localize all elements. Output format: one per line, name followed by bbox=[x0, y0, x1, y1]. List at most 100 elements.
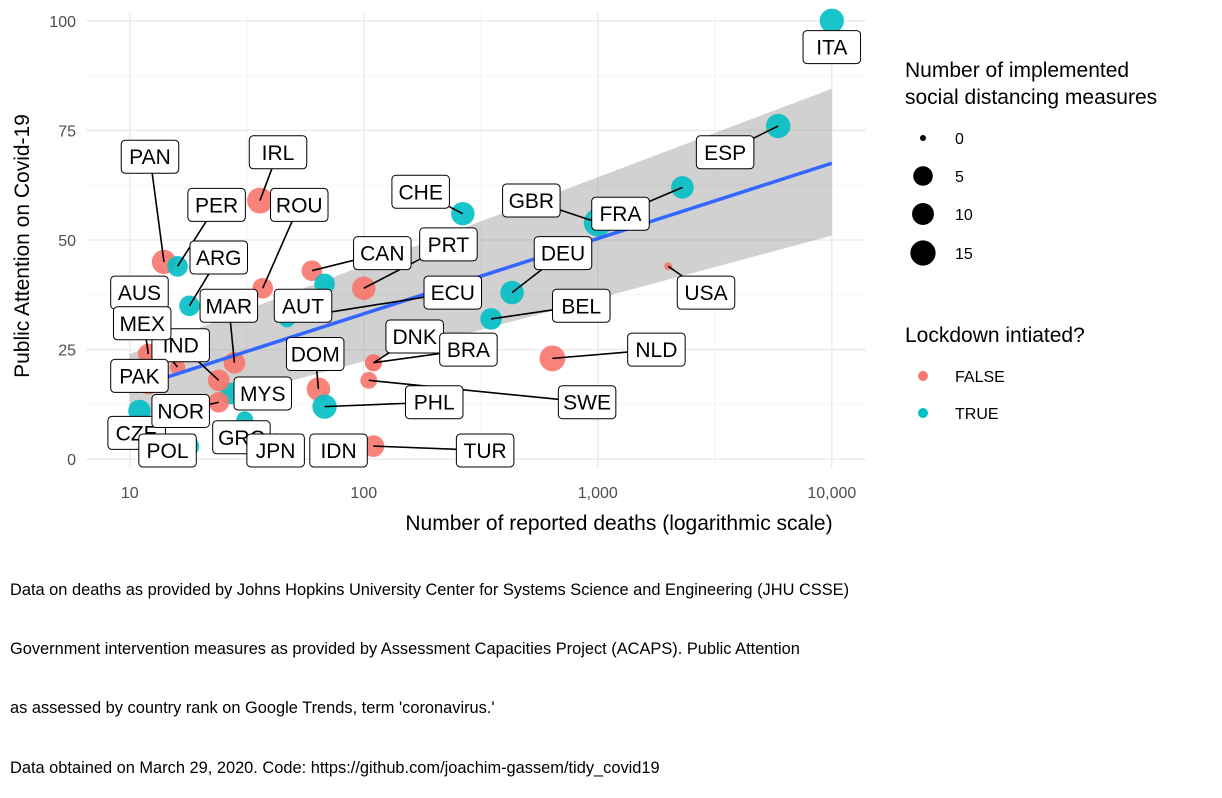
label-box-jpn bbox=[246, 433, 305, 468]
x-axis-title: Number of reported deaths (logarithmic s… bbox=[405, 512, 832, 535]
label-box-mex bbox=[112, 306, 172, 341]
leader-line-usa bbox=[667, 265, 683, 277]
label-box-can bbox=[353, 236, 412, 271]
label-box-per bbox=[187, 187, 246, 222]
y-tick-label: 50 bbox=[58, 233, 76, 250]
point-label-usa: USA bbox=[684, 282, 727, 305]
label-box-swe bbox=[557, 385, 617, 420]
label-box-ita bbox=[802, 30, 862, 65]
point-label-ind: IND bbox=[163, 335, 199, 358]
size-legend-swatch bbox=[920, 135, 926, 141]
point-label-dnk: DNK bbox=[393, 326, 437, 349]
data-point-phl bbox=[312, 394, 337, 419]
color-legend-label: FALSE bbox=[955, 369, 1005, 386]
x-tick-label: 10,000 bbox=[807, 485, 856, 502]
label-box-usa bbox=[676, 275, 736, 310]
x-tick-label: 10 bbox=[121, 485, 139, 502]
y-tick-label: 0 bbox=[67, 452, 76, 469]
leader-line-tur bbox=[373, 445, 457, 451]
point-label-per: PER bbox=[195, 194, 238, 217]
label-box-mys bbox=[233, 376, 292, 411]
leader-line-bra bbox=[373, 352, 440, 364]
regression-line bbox=[129, 161, 833, 391]
color-legend-title: Lockdown intiated? bbox=[905, 324, 1085, 347]
leader-line-irl bbox=[259, 168, 273, 201]
label-box-esp bbox=[695, 135, 755, 170]
point-label-phl: PHL bbox=[414, 392, 455, 415]
label-box-idn bbox=[309, 433, 368, 468]
leader-line-pan bbox=[151, 173, 165, 263]
point-label-jpn: JPN bbox=[256, 440, 296, 463]
size-legend-label: 10 bbox=[955, 207, 973, 224]
leader-line-phl bbox=[324, 402, 406, 408]
label-box-mar bbox=[199, 288, 259, 323]
y-tick-label: 25 bbox=[58, 343, 76, 360]
color-legend-swatch bbox=[918, 408, 928, 418]
point-label-esp: ESP bbox=[704, 142, 746, 165]
x-tick-label: 100 bbox=[350, 485, 377, 502]
color-legend-entries: FALSE TRUE bbox=[918, 369, 1005, 423]
y-axis-ticks: 0 25 50 75 100 bbox=[49, 14, 76, 469]
point-label-arg: ARG bbox=[196, 247, 242, 270]
point-label-bel: BEL bbox=[561, 295, 601, 318]
point-label-che: CHE bbox=[398, 181, 442, 204]
label-box-pak bbox=[110, 358, 169, 393]
leader-line-arg bbox=[188, 273, 210, 307]
data-point-deu bbox=[500, 280, 524, 305]
y-tick-label: 100 bbox=[49, 14, 76, 31]
point-label-rou: ROU bbox=[276, 194, 323, 217]
point-label-nor: NOR bbox=[157, 401, 204, 424]
size-legend-swatch bbox=[912, 203, 934, 225]
leader-line-deu bbox=[511, 269, 543, 294]
leader-line-bel bbox=[490, 309, 553, 320]
label-box-arg bbox=[189, 240, 249, 275]
leader-line-nor bbox=[209, 401, 219, 406]
point-label-gbr: GBR bbox=[509, 190, 555, 213]
y-tick-label: 75 bbox=[58, 123, 76, 140]
size-legend-entries: 0 5 10 15 bbox=[910, 131, 973, 266]
point-label-mar: MAR bbox=[205, 295, 252, 318]
point-label-prt: PRT bbox=[428, 234, 470, 257]
point-label-deu: DEU bbox=[541, 243, 585, 266]
size-legend-swatch bbox=[913, 166, 933, 186]
point-label-pak: PAK bbox=[119, 365, 159, 388]
point-label-ecu: ECU bbox=[431, 282, 475, 305]
point-label-idn: IDN bbox=[320, 440, 356, 463]
color-legend-label: TRUE bbox=[955, 406, 999, 423]
point-label-tur: TUR bbox=[464, 440, 507, 463]
point-label-mex: MEX bbox=[119, 313, 165, 336]
leader-line-fra bbox=[648, 186, 683, 203]
point-label-aut: AUT bbox=[282, 295, 324, 318]
regression-line-path bbox=[129, 161, 833, 391]
point-label-aus: AUS bbox=[118, 282, 161, 305]
point-label-fra: FRA bbox=[599, 203, 641, 226]
point-label-irl: IRL bbox=[262, 142, 295, 165]
point-label-can: CAN bbox=[360, 243, 404, 266]
x-tick-label: 1,000 bbox=[578, 485, 618, 502]
leader-line-dom bbox=[315, 370, 320, 390]
leader-line-can bbox=[311, 259, 354, 272]
leader-line-dnk bbox=[373, 352, 390, 364]
data-point-ita bbox=[819, 8, 844, 33]
scatter-chart: ITA ESP FRA GBR USA CHE NLD BEL DEU IRL PAN PER ARG R… bbox=[11, 8, 1157, 535]
leader-line-che bbox=[449, 206, 464, 215]
x-axis-ticks: 10 100 1,000 10,000 bbox=[121, 485, 856, 502]
legend: Number of implemented social distancing … bbox=[905, 59, 1157, 423]
size-legend-label: 15 bbox=[955, 246, 973, 263]
leader-line-esp bbox=[753, 125, 779, 139]
label-box-pol bbox=[138, 433, 197, 468]
label-box-deu bbox=[533, 236, 593, 271]
size-legend-label: 0 bbox=[955, 131, 964, 148]
point-label-pol: POL bbox=[147, 440, 189, 463]
label-box-gbr bbox=[502, 183, 561, 218]
label-box-bel bbox=[552, 288, 611, 323]
point-label-mys: MYS bbox=[240, 383, 286, 406]
leader-line-swe bbox=[368, 379, 559, 401]
label-box-aut bbox=[273, 288, 333, 323]
size-legend-title-line1: Number of implemented bbox=[905, 59, 1129, 82]
point-label-pan: PAN bbox=[129, 146, 171, 169]
size-legend-title-line2: social distancing measures bbox=[905, 86, 1157, 109]
y-axis-title: Public Attention on Covid-19 bbox=[11, 114, 34, 378]
label-box-prt bbox=[419, 227, 478, 262]
label-box-phl bbox=[404, 385, 464, 420]
